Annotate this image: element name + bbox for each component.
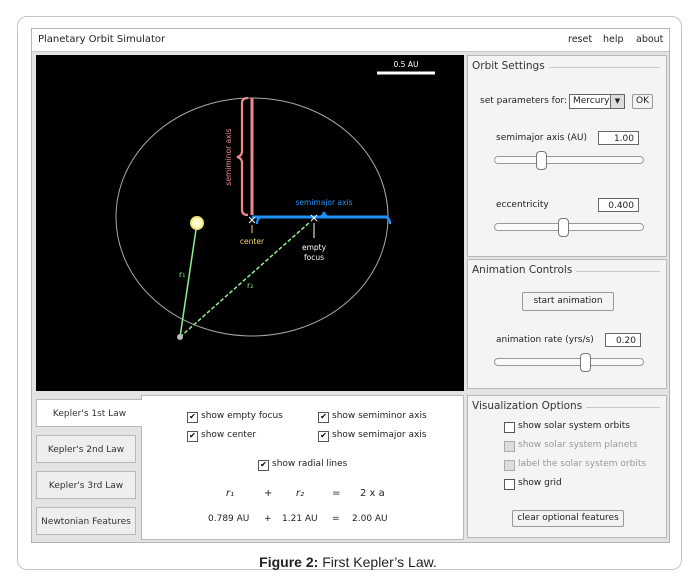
show-semimajor-axis-label: show semimajor axis (332, 430, 427, 440)
show-solar-system-orbits-checkbox[interactable] (504, 422, 515, 433)
eccentricity-label: eccentricity (496, 200, 549, 210)
scale-label: 0.5 AU (394, 60, 419, 69)
dropdown-arrow-icon[interactable]: ▼ (610, 95, 624, 108)
figure-number: Figure 2: (259, 554, 319, 570)
show-solar-system-planets-label: show solar system planets (518, 440, 638, 450)
eccentricity-slider-thumb[interactable] (558, 218, 570, 237)
show-center-checkbox[interactable]: ✔ (187, 431, 198, 442)
semimajor-label: semimajor axis (296, 198, 353, 207)
show-center-label: show center (201, 430, 257, 440)
equation-plus: + (264, 488, 273, 499)
show-solar-system-orbits-label: show solar system orbits (518, 421, 630, 431)
planet-select-value: Mercury (573, 96, 610, 106)
planet-icon[interactable] (177, 334, 183, 340)
animation-rate-slider-thumb[interactable] (580, 353, 592, 372)
semiminor-axis: semiminor axis (224, 96, 254, 217)
show-grid-checkbox[interactable] (504, 479, 515, 490)
value-plus: + (264, 514, 272, 524)
radial-line-r2 (179, 221, 311, 338)
show-empty-focus-checkbox[interactable]: ✔ (187, 412, 198, 423)
about-link[interactable]: about (636, 34, 664, 45)
equation-rhs: 2 x a (360, 488, 385, 499)
semimajor-axis-input[interactable]: 1.00 (598, 131, 639, 145)
orbit-settings-panel: Orbit Settings set parameters for: Mercu… (467, 55, 667, 257)
empty-focus-marker: empty focus (302, 214, 327, 262)
show-semiminor-axis-label: show semiminor axis (332, 411, 427, 421)
reset-link[interactable]: reset (568, 34, 593, 45)
show-grid-label: show grid (518, 478, 562, 488)
set-params-label: set parameters for: (480, 96, 567, 106)
value-equals: = (332, 514, 340, 524)
empty-label: empty (302, 243, 327, 252)
tab-newtonian-features[interactable]: Newtonian Features (36, 507, 136, 535)
planet-select[interactable]: Mercury ▼ (569, 94, 625, 109)
semimajor-axis: semimajor axis (252, 198, 392, 225)
value-rhs: 2.00 AU (352, 514, 388, 524)
animation-controls-title: Animation Controls (472, 264, 577, 276)
center-marker: center (240, 216, 265, 246)
semimajor-axis-slider-track[interactable] (494, 156, 644, 164)
tab-keplers-1st-law[interactable]: Kepler's 1st Law (36, 399, 142, 427)
show-empty-focus-label: show empty focus (201, 411, 283, 421)
focus-label: focus (304, 253, 324, 262)
visualization-options-title: Visualization Options (472, 400, 587, 412)
semiminor-label: semiminor axis (224, 128, 233, 185)
radial-line-r1 (179, 222, 198, 338)
figure-caption-text: First Kepler’s Law. (322, 554, 437, 570)
sun-icon (190, 216, 204, 230)
label-solar-system-orbits-checkbox[interactable] (504, 460, 515, 471)
help-link[interactable]: help (603, 34, 624, 45)
value-r2: 1.21 AU (282, 514, 318, 524)
visualization-options-panel: Visualization Options show solar system … (467, 395, 667, 538)
value-r1: 0.789 AU (208, 514, 250, 524)
figure-caption: Figure 2: First Kepler’s Law. (0, 554, 696, 570)
center-label: center (240, 237, 265, 246)
tab-keplers-2nd-law[interactable]: Kepler's 2nd Law (36, 435, 136, 463)
label-solar-system-orbits-label: label the solar system orbits (518, 459, 647, 469)
r1-label: r₁ (179, 270, 186, 279)
title-bar: Planetary Orbit Simulator reset help abo… (32, 29, 669, 52)
animation-controls-panel: Animation Controls start animation anima… (467, 259, 667, 389)
equation-r1: r₁ (226, 488, 235, 499)
app-window: Planetary Orbit Simulator reset help abo… (31, 28, 670, 543)
semimajor-axis-slider-thumb[interactable] (535, 151, 547, 170)
start-animation-button[interactable]: start animation (522, 292, 614, 311)
show-semiminor-axis-checkbox[interactable]: ✔ (318, 412, 329, 423)
equation-r2: r₂ (296, 488, 305, 499)
show-solar-system-planets-checkbox[interactable] (504, 441, 515, 452)
orbit-settings-title: Orbit Settings (472, 60, 549, 72)
clear-optional-features-button[interactable]: clear optional features (512, 510, 624, 527)
show-radial-lines-label: show radial lines (272, 459, 348, 469)
equation-equals: = (332, 488, 341, 499)
tab-keplers-3rd-law[interactable]: Kepler's 3rd Law (36, 471, 136, 499)
app-title: Planetary Orbit Simulator (38, 34, 166, 45)
r2-label: r₂ (247, 281, 254, 290)
show-semimajor-axis-checkbox[interactable]: ✔ (318, 431, 329, 442)
semimajor-axis-label: semimajor axis (AU) (496, 133, 588, 143)
animation-rate-label: animation rate (yrs/s) (496, 335, 594, 345)
eccentricity-input[interactable]: 0.400 (598, 198, 639, 212)
show-radial-lines-checkbox[interactable]: ✔ (258, 460, 269, 471)
animation-rate-slider-track[interactable] (494, 358, 644, 366)
panel-divider (472, 67, 660, 68)
animation-rate-input[interactable]: 0.20 (605, 333, 641, 347)
kepler-1st-law-panel: ✔ show empty focus ✔ show semiminor axis… (141, 395, 464, 540)
orbit-canvas[interactable]: 0.5 AU semiminor axis semimajor axis r₁ … (36, 55, 464, 391)
ok-button[interactable]: OK (632, 94, 653, 109)
